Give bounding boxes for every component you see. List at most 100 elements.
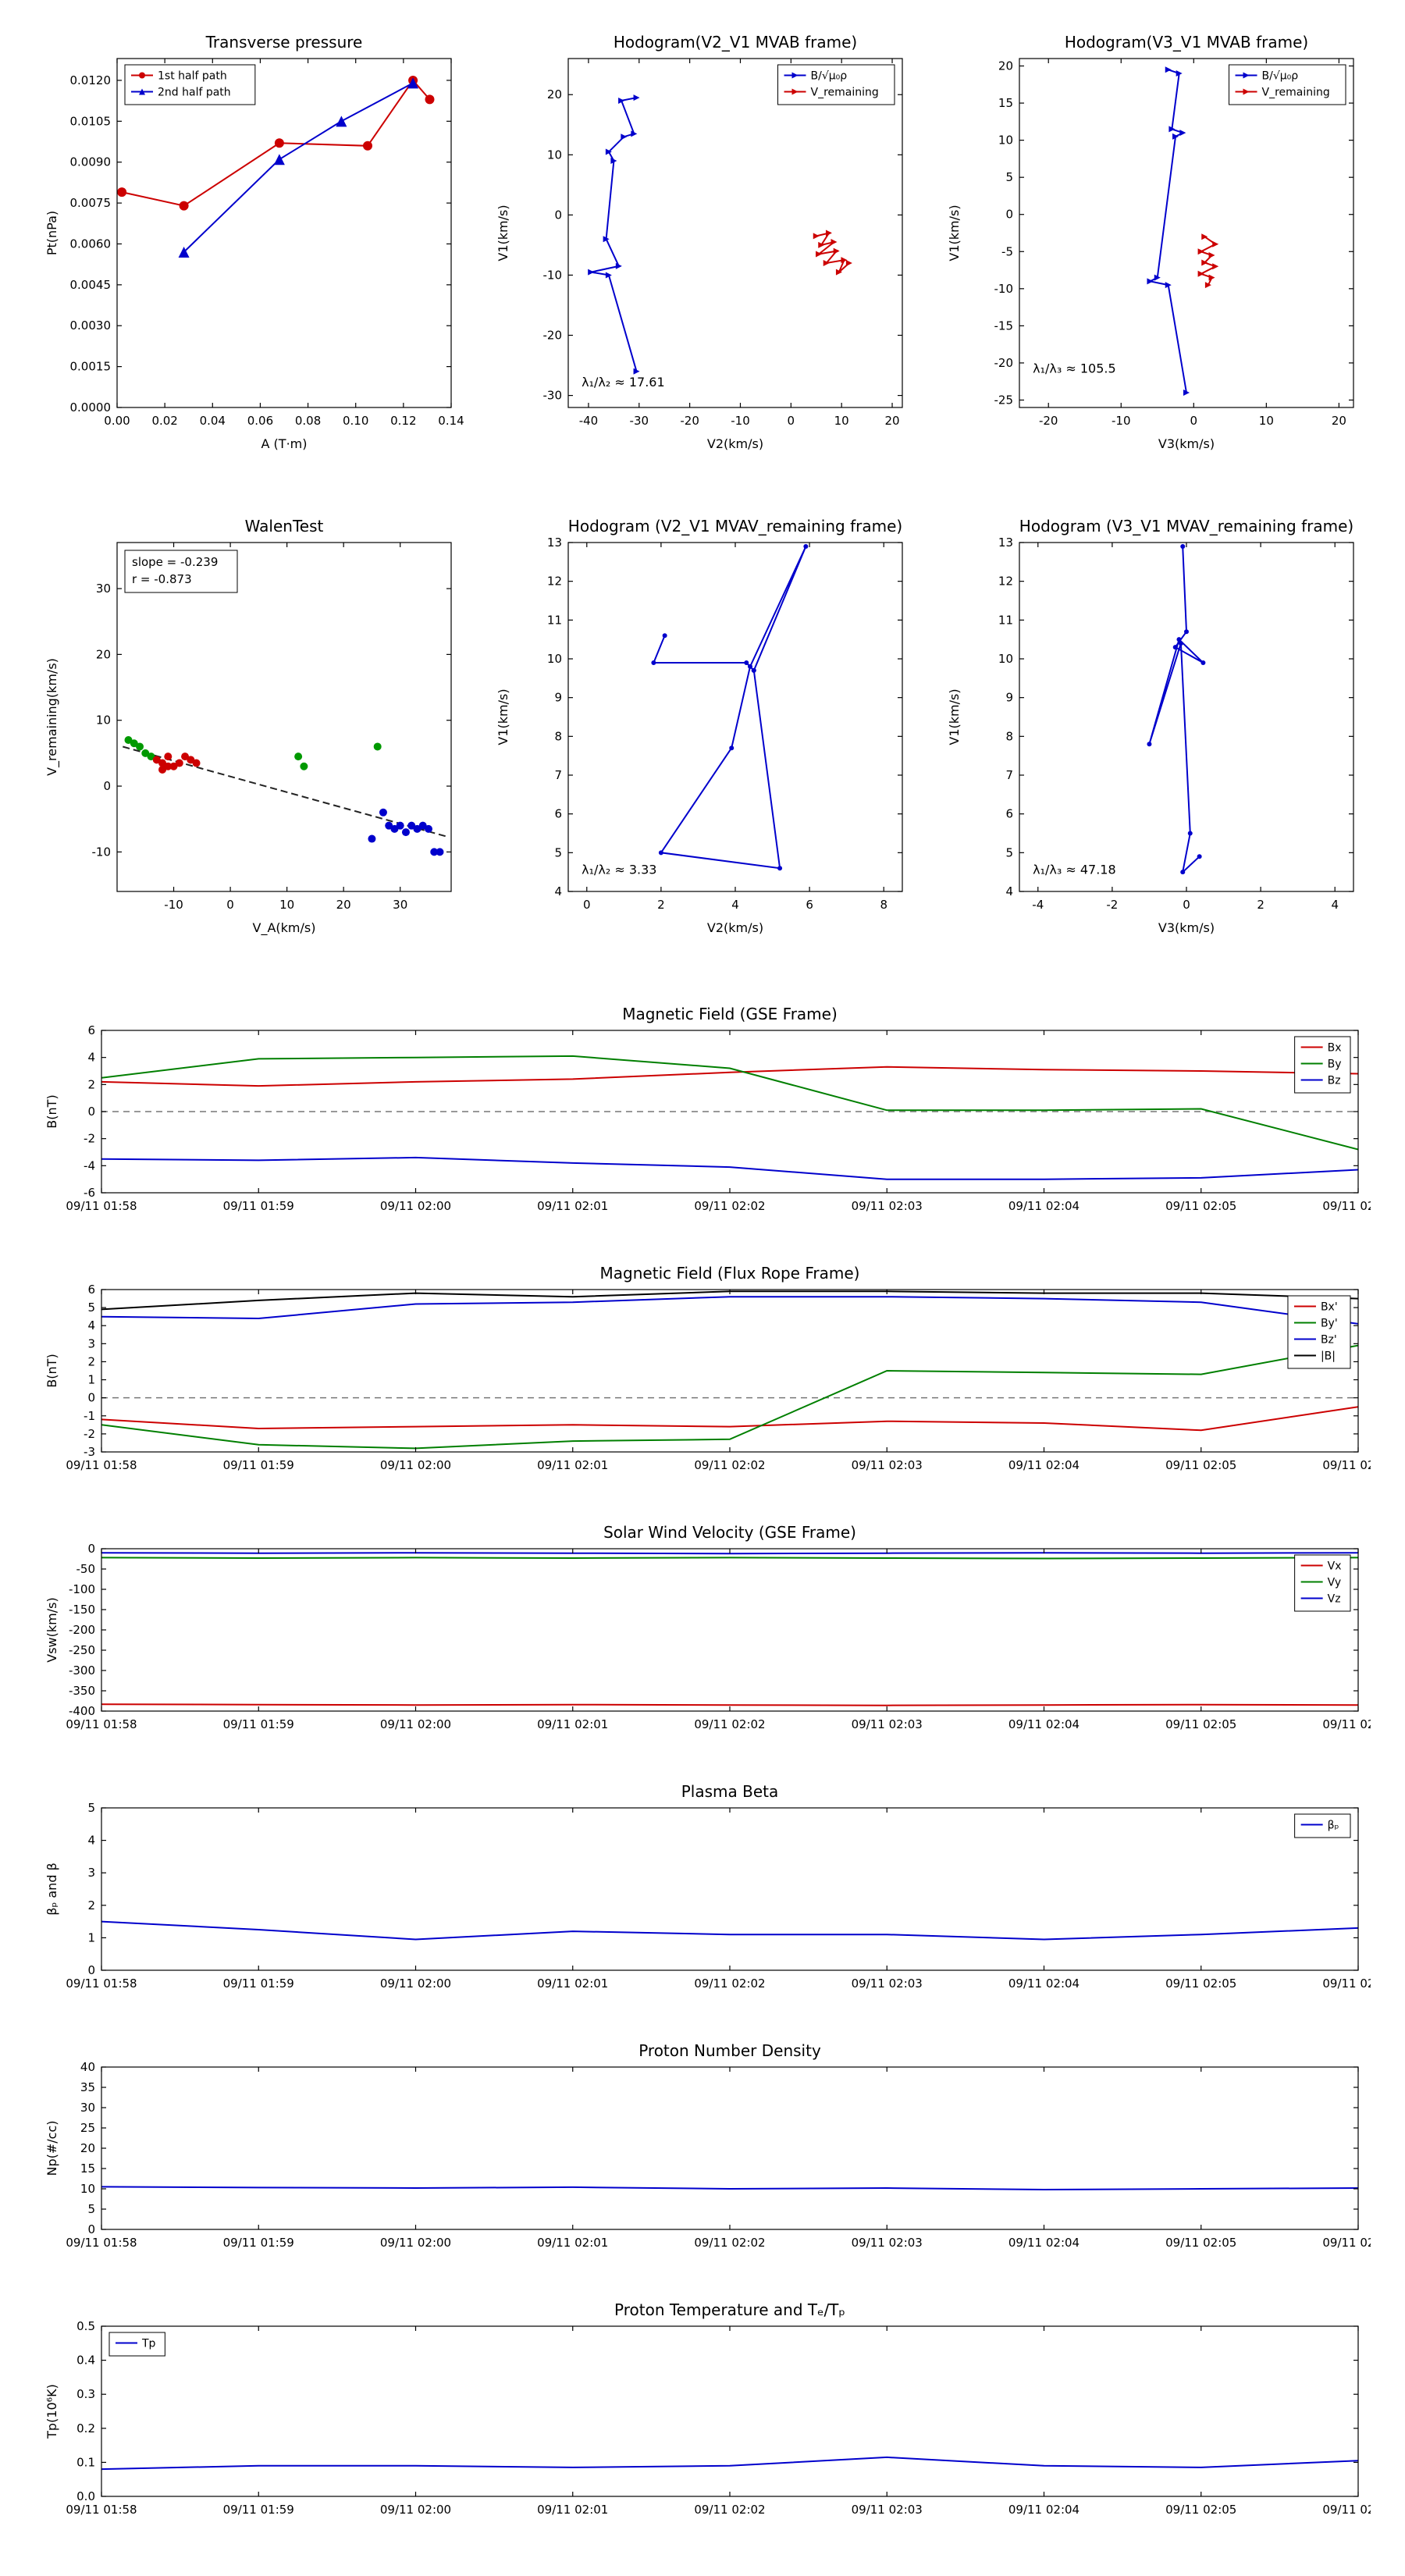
- svg-text:09/11 02:05: 09/11 02:05: [1165, 1717, 1236, 1731]
- svg-text:λ₁/λ₃ ≈ 105.5: λ₁/λ₃ ≈ 105.5: [1033, 361, 1116, 375]
- svg-text:V1(km/s): V1(km/s): [947, 205, 962, 261]
- svg-text:λ₁/λ₂ ≈ 3.33: λ₁/λ₂ ≈ 3.33: [582, 863, 656, 877]
- svg-text:20: 20: [336, 898, 351, 912]
- chart-solar-wind-velocity: 09/11 01:58 09/11 01:59 09/11 02:00 09/11 0…: [39, 1517, 1394, 1752]
- svg-text:11: 11: [547, 613, 562, 627]
- svg-text:09/11 01:58: 09/11 01:58: [66, 1717, 137, 1731]
- svg-text:12: 12: [998, 575, 1013, 589]
- svg-text:1: 1: [87, 1930, 95, 1944]
- svg-text:-30: -30: [543, 389, 563, 403]
- svg-text:35: 35: [80, 2080, 95, 2094]
- svg-text:-30: -30: [630, 414, 649, 428]
- svg-text:By: By: [1328, 1059, 1342, 1071]
- svg-text:Hodogram(V3_V1 MVAB frame): Hodogram(V3_V1 MVAB frame): [1065, 33, 1308, 52]
- svg-text:V1(km/s): V1(km/s): [947, 688, 962, 745]
- svg-text:10: 10: [80, 2182, 95, 2196]
- svg-text:B/√μ₀ρ: B/√μ₀ρ: [1262, 70, 1299, 83]
- svg-text:Np(#/cc): Np(#/cc): [44, 2121, 59, 2176]
- svg-text:09/11 02:04: 09/11 02:04: [1008, 1717, 1080, 1731]
- svg-text:09/11 02:02: 09/11 02:02: [694, 1199, 765, 1213]
- svg-text:2: 2: [87, 1354, 95, 1368]
- svg-text:09/11 01:59: 09/11 01:59: [223, 1717, 294, 1731]
- svg-text:4: 4: [731, 898, 739, 912]
- svg-text:-6: -6: [84, 1186, 95, 1200]
- svg-text:0.3: 0.3: [76, 2387, 95, 2401]
- svg-text:-20: -20: [543, 329, 563, 343]
- svg-text:4: 4: [87, 1051, 95, 1065]
- svg-text:Bz: Bz: [1328, 1075, 1341, 1087]
- svg-text:10: 10: [547, 148, 562, 162]
- svg-text:0.4: 0.4: [76, 2354, 95, 2368]
- svg-text:09/11 02:04: 09/11 02:04: [1008, 1976, 1080, 1991]
- svg-text:5: 5: [554, 845, 562, 859]
- svg-text:20: 20: [547, 87, 562, 101]
- svg-text:-10: -10: [994, 282, 1014, 296]
- svg-text:20: 20: [80, 2141, 95, 2155]
- svg-text:09/11 02:04: 09/11 02:04: [1008, 1458, 1080, 1472]
- svg-text:6: 6: [1005, 807, 1013, 821]
- proton-number-density-svg: 09/11 01:58 09/11 01:59 09/11 02:00 09/11 0…: [39, 2036, 1394, 2270]
- svg-text:13: 13: [998, 535, 1013, 550]
- svg-text:-20: -20: [680, 414, 699, 428]
- chart-hodogram-v3v1-mvav: -4 -2 0 2 4 4 5 6 7 8 9 10 11 12 13 Hodogram (V3_V1 MVA…: [941, 503, 1371, 952]
- svg-text:09/11 02:03: 09/11 02:03: [852, 1717, 923, 1731]
- svg-text:By': By': [1321, 1318, 1338, 1330]
- svg-text:6: 6: [806, 898, 813, 912]
- svg-text:0.0000: 0.0000: [70, 400, 112, 415]
- svg-text:20: 20: [96, 647, 111, 661]
- svg-text:-2: -2: [1106, 898, 1118, 912]
- svg-text:0.04: 0.04: [200, 414, 226, 428]
- svg-text:7: 7: [554, 768, 562, 782]
- svg-text:4: 4: [87, 1834, 95, 1848]
- svg-text:09/11 02:02: 09/11 02:02: [694, 1717, 765, 1731]
- svg-text:0: 0: [1183, 898, 1190, 912]
- svg-text:09/11 02:01: 09/11 02:01: [537, 1717, 608, 1731]
- svg-text:Vy: Vy: [1328, 1577, 1342, 1589]
- svg-text:0.0060: 0.0060: [70, 237, 112, 251]
- svg-text:10: 10: [279, 898, 294, 912]
- svg-text:V2(km/s): V2(km/s): [707, 920, 763, 935]
- svg-text:09/11 02:04: 09/11 02:04: [1008, 1199, 1080, 1213]
- hodogram-v3v1-mvav-svg: -4 -2 0 2 4 4 5 6 7 8 9 10 11 12 13 Hodogram (V3_V1 MVA…: [941, 503, 1371, 952]
- svg-text:09/11 01:58: 09/11 01:58: [66, 1458, 137, 1472]
- svg-text:-200: -200: [69, 1623, 95, 1637]
- svg-text:V_remaining(km/s): V_remaining(km/s): [44, 658, 60, 776]
- svg-text:09/11 02:06: 09/11 02:06: [1322, 1976, 1371, 1991]
- svg-text:-100: -100: [69, 1582, 95, 1596]
- svg-text:09/11 02:00: 09/11 02:00: [380, 1976, 451, 1991]
- svg-text:-10: -10: [543, 268, 563, 282]
- svg-text:-20: -20: [1039, 414, 1058, 428]
- svg-text:V_remaining: V_remaining: [1262, 87, 1330, 99]
- svg-text:-300: -300: [69, 1663, 95, 1678]
- svg-text:30: 30: [80, 2101, 95, 2115]
- svg-text:Transverse pressure: Transverse pressure: [205, 33, 363, 52]
- svg-text:2: 2: [87, 1898, 95, 1912]
- svg-text:-10: -10: [731, 414, 750, 428]
- svg-text:8: 8: [1005, 729, 1013, 743]
- svg-text:-150: -150: [69, 1603, 95, 1617]
- svg-text:0.2: 0.2: [76, 2421, 95, 2435]
- svg-text:Hodogram (V3_V1 MVAV_remaining: Hodogram (V3_V1 MVAV_remaining frame): [1019, 517, 1353, 535]
- svg-text:Vsw(km/s): Vsw(km/s): [44, 1597, 59, 1662]
- svg-text:09/11 01:59: 09/11 01:59: [223, 1458, 294, 1472]
- svg-text:09/11 02:01: 09/11 02:01: [537, 2236, 608, 2250]
- svg-text:09/11 02:06: 09/11 02:06: [1322, 2236, 1371, 2250]
- svg-text:-10: -10: [92, 845, 112, 859]
- svg-text:-25: -25: [994, 393, 1014, 407]
- svg-text:0.00: 0.00: [104, 414, 130, 428]
- svg-text:09/11 02:06: 09/11 02:06: [1322, 2503, 1371, 2517]
- svg-text:βₚ: βₚ: [1328, 1820, 1339, 1832]
- svg-text:0.0015: 0.0015: [70, 360, 112, 374]
- svg-text:0: 0: [1190, 414, 1198, 428]
- svg-text:09/11 02:05: 09/11 02:05: [1165, 2236, 1236, 2250]
- svg-text:-10: -10: [1112, 414, 1131, 428]
- chart-hodogram-v3v1-mvab: -20 -10 0 10 20 -25 -20 -15 -10 -5 0 5 10 15 20 Hodogra…: [941, 20, 1371, 468]
- svg-text:09/11 01:58: 09/11 01:58: [66, 1199, 137, 1213]
- svg-text:11: 11: [998, 613, 1013, 627]
- svg-text:Magnetic Field (GSE Frame): Magnetic Field (GSE Frame): [622, 1005, 838, 1023]
- svg-text:09/11 02:02: 09/11 02:02: [694, 1976, 765, 1991]
- svg-text:4: 4: [1331, 898, 1339, 912]
- svg-text:B(nT): B(nT): [44, 1094, 59, 1128]
- svg-text:09/11 02:02: 09/11 02:02: [694, 2236, 765, 2250]
- svg-text:8: 8: [880, 898, 887, 912]
